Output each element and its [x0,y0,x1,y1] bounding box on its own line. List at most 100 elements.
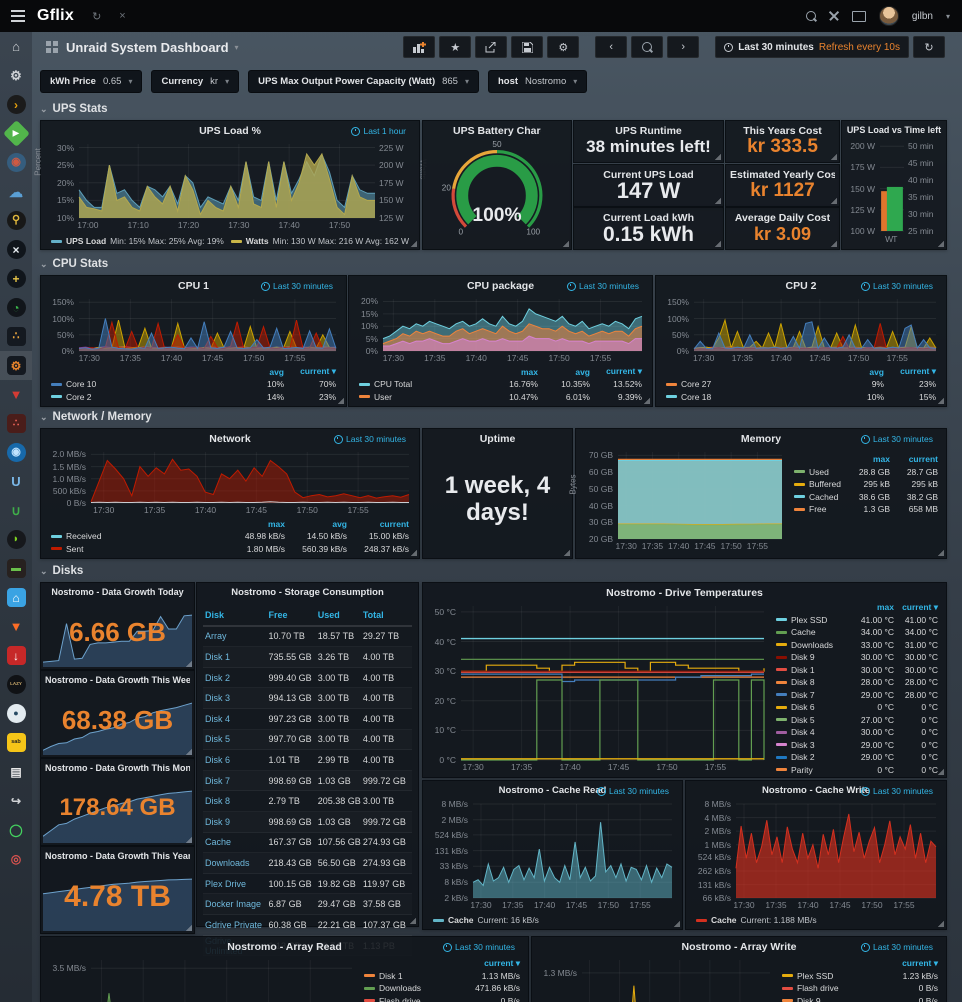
panel-title[interactable]: Nostromo - Data Growth This Week [45,675,190,685]
variable-kwh-price[interactable]: kWh Price 0.65 ▾ [40,70,143,93]
refresh-button[interactable]: ↻ [913,36,945,58]
panel-time-override[interactable]: Last 30 minutes [596,786,669,796]
hamburger-menu-icon[interactable] [11,10,25,22]
time-forward-button[interactable]: › [667,36,700,58]
panel-time-override[interactable]: Last 30 minutes [260,281,333,291]
sidebar-item-github[interactable]: ◯ [0,815,32,844]
sidebar-item-settings[interactable]: ⚙ [0,61,32,90]
dashboard-picker-icon[interactable] [46,41,58,53]
sidebar-item-plex-tool[interactable]: × [0,235,32,264]
panel-time-override[interactable]: Last 30 minutes [860,942,933,952]
panel-title[interactable]: Nostromo - Data Growth This Year [45,851,190,861]
sidebar-item-downloader[interactable]: ↓ [0,641,32,670]
panel-title[interactable]: Nostromo - Data Growth This Month [45,763,190,773]
panel-title[interactable]: Nostromo - Array Write [681,941,797,953]
sidebar-item-help-ring[interactable]: ◎ [0,844,32,873]
variable-ups-max-output-power-capacity-watt-[interactable]: UPS Max Output Power Capacity (Watt) 865 ▾ [248,70,479,93]
panel-title[interactable]: Nostromo - Cache Read [498,785,607,796]
sidebar-item-emby[interactable]: ▶ [0,119,32,148]
panel-title[interactable]: Nostromo - Data Growth Today [51,587,184,597]
variable-currency[interactable]: Currency kr ▾ [151,70,240,93]
panel-title[interactable]: CPU 1 [178,280,209,292]
sidebar-item-grafana[interactable]: ⚙ [0,351,32,380]
time-back-button[interactable]: ‹ [595,36,628,58]
username[interactable]: gilbn [911,10,933,22]
panel-title[interactable]: CPU package [466,280,535,292]
panel-time-override[interactable]: Last 30 minutes [333,434,406,444]
panel-title[interactable]: Nostromo - Storage Consumption [231,587,384,598]
add-panel-button[interactable] [403,36,436,58]
sidebar-item-cloud[interactable]: ☁ [0,177,32,206]
dashboard-title[interactable]: Unraid System Dashboard [66,39,229,55]
legend-row: Flash drive 0 B/s [782,982,938,995]
panel-title[interactable]: Nostromo - Array Read [227,941,342,953]
panel-title[interactable]: Estimated Yearly Cost [730,169,835,181]
section-cpu-stats[interactable]: ⌄ CPU Stats [40,258,109,270]
sidebar-item-water-drop[interactable]: ● [0,699,32,728]
section-ups-stats[interactable]: ⌄ UPS Stats [40,103,108,115]
panel-time-override[interactable]: Last 30 minutes [566,281,639,291]
table-row: Array 10.70 TB 18.57 TB 29.27 TB [203,627,412,648]
growth-year-value: 4.78 TB [64,879,171,913]
sidebar-item-sign-out[interactable]: ↪ [0,786,32,815]
sidebar-item-home-assistant[interactable]: ⌂ [0,583,32,612]
sidebar-item-sushi-app[interactable]: ◗ [0,525,32,554]
sidebar-item-home[interactable]: ⌂ [0,32,32,61]
search-icon[interactable] [805,11,816,21]
panel-title[interactable]: UPS Battery Charge [453,125,541,137]
sidebar-item-radarr[interactable]: ◔ [0,293,32,322]
panel-time-override[interactable]: Last 30 minutes [442,942,515,952]
unifi-icon: U [11,474,21,489]
panel-title[interactable]: Current UPS Load [603,169,694,181]
sidebar-item-sonar-app[interactable]: ◉ [0,438,32,467]
panel-title[interactable]: Nostromo - Drive Temperatures [606,587,763,599]
panel-time-override[interactable]: Last 30 minutes [860,434,933,444]
panel-title[interactable]: Nostromo - Cache Write [761,785,871,796]
panel-title[interactable]: UPS Load % [199,125,261,137]
panel-time-override[interactable]: Last 30 minutes [860,786,933,796]
sidebar-item-gitlab[interactable]: ▼ [0,612,32,641]
panel-title[interactable]: This Years Cost [743,125,822,137]
sidebar-item-sabnzbd[interactable]: sab [0,728,32,757]
save-button[interactable] [511,36,544,58]
section-network-memory[interactable]: ⌄ Network / Memory [40,411,152,423]
share-button[interactable] [475,36,508,58]
table-row: Disk 2 999.40 GB 3.00 TB 4.00 TB [203,668,412,689]
avatar[interactable] [878,6,899,26]
panel-title[interactable]: Average Daily Cost [734,212,831,224]
refresh-tab-icon[interactable]: ↻ [92,10,102,23]
fullscreen-icon[interactable] [829,11,839,21]
zoom-out-button[interactable] [631,36,664,58]
sidebar-item-shield[interactable]: ▼ [0,380,32,409]
sidebar-item-tautulli[interactable]: › [0,90,32,119]
legend-row: Disk 1 30.00 °C 30.00 °C [776,664,938,677]
variable-host[interactable]: host Nostromo ▾ [487,70,588,93]
tv-mode-icon[interactable] [851,10,866,22]
sidebar-item-green-u[interactable]: ∪ [0,496,32,525]
sidebar-item-unifi[interactable]: U [0,467,32,496]
panel-title[interactable]: UPS Load vs Time left [846,125,942,135]
close-tab-icon[interactable]: × [119,10,126,22]
panel-title[interactable]: Network [209,433,251,445]
panel-title[interactable]: Current Load kWh [603,212,694,224]
sidebar-item-alert-app[interactable]: ∴ [0,409,32,438]
sidebar-item-jackett[interactable]: ⚲ [0,206,32,235]
user-menu-caret[interactable]: ▾ [945,11,950,21]
sidebar-item-lazy-librarian[interactable]: LAZY [0,670,32,699]
panel-title[interactable]: Memory [740,433,782,445]
panel-title[interactable]: Uptime [479,433,516,445]
dashboard-title-caret[interactable]: ▾ [234,42,239,52]
settings-button[interactable]: ⚙ [547,36,580,58]
panel-title[interactable]: CPU 2 [785,280,817,292]
panel-title[interactable]: UPS Runtime [615,125,682,137]
panel-time-override[interactable]: Last 30 minutes [860,281,933,291]
sidebar-item-media-app[interactable]: ◉ [0,148,32,177]
section-disks[interactable]: ⌄ Disks [40,565,84,577]
time-range-picker[interactable]: Last 30 minutes Refresh every 10s [715,36,909,58]
sidebar-item-book-app[interactable]: ▤ [0,757,32,786]
panel-time-override[interactable]: Last 1 hour [351,126,406,136]
star-button[interactable]: ★ [439,36,472,58]
sidebar-item-media-tool[interactable]: + [0,264,32,293]
sidebar-item-toggles[interactable]: ▬ [0,554,32,583]
sidebar-item-share-nodes[interactable]: ∴ [0,322,32,351]
